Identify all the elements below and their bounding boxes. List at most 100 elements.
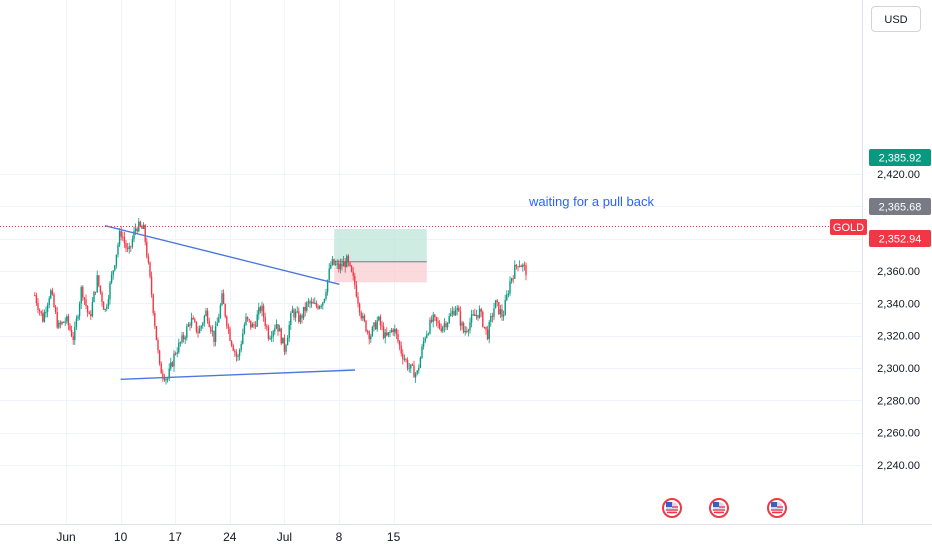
candle-body [272,331,274,337]
candle-body [34,295,36,297]
candle-body [478,308,481,318]
candle-body [107,299,110,307]
candle-body [502,315,505,317]
y-tick-label: 2,320.00 [877,331,920,343]
candle-body [259,307,262,312]
y-tick-label: 2,300.00 [877,363,920,375]
candle-body [461,322,463,326]
candle-body [301,315,303,319]
candle-body [382,326,385,338]
candle-body [333,258,335,265]
candle-body [139,221,142,227]
candle-body [230,340,233,346]
loss-zone[interactable] [334,261,427,283]
candle-body [80,287,82,304]
candle-body [459,311,462,326]
candle-body [485,326,487,330]
candle-body [354,275,356,286]
candle-body [130,246,132,248]
candle-body [347,255,350,263]
candle-body [70,329,73,337]
annotation-text[interactable]: waiting for a pull back [528,194,655,209]
trendline-layer[interactable] [104,224,356,381]
candle-body [334,264,337,266]
candle-body [466,330,468,332]
candle-body [269,338,271,340]
candle-body [128,246,130,250]
candle-body [142,225,145,229]
y-tick-label: 2,420.00 [877,169,920,181]
candlestick-series [34,217,527,385]
candle-body [418,367,420,371]
candle-body [298,311,300,322]
candle-body [376,320,378,330]
candle-body [518,265,521,267]
candle-body [109,282,111,300]
candle-body [517,266,519,268]
candle-body [238,349,241,356]
candle-body [362,315,364,319]
candle-body [270,336,273,339]
candle-body [315,302,318,307]
candle-body [101,292,103,302]
us-flag-event-icon[interactable] [767,498,787,518]
candle-body [184,337,186,340]
candle-body [227,326,230,329]
event-icons[interactable] [662,498,787,518]
candle-body [53,294,55,307]
currency-selector-button[interactable]: USD [871,6,921,32]
profit-zone[interactable] [334,229,427,262]
candle-body [190,317,193,326]
candle-body [176,352,178,354]
candle-body [213,330,215,342]
candle-body [525,265,527,276]
candle-body [149,262,151,277]
candle-body [234,350,236,353]
candle-body [482,311,484,327]
candle-body [474,314,476,317]
candle-body [194,319,196,322]
candle-body [50,290,52,299]
candle-body [158,350,161,364]
candle-body [198,328,201,334]
candle-body [318,306,321,309]
candle-body [112,270,114,275]
candle-body [133,231,135,240]
candle-body [306,302,308,311]
us-flag-event-icon[interactable] [662,498,682,518]
candle-body [357,296,359,304]
candle-body [83,297,86,300]
y-tick-label: 2,340.00 [877,298,920,310]
candle-body [141,226,143,229]
candle-body [470,314,473,323]
time-axis[interactable]: Jun 10 17 24 Jul 8 15 [56,530,400,544]
candle-body [421,346,423,358]
trendline[interactable] [120,369,356,381]
candle-body [435,317,438,322]
candle-body [349,262,351,266]
candle-body [494,300,497,309]
us-flag-event-icon[interactable] [709,498,729,518]
position-zones[interactable] [334,229,427,283]
trendline[interactable] [104,224,340,285]
candle-body [206,310,209,322]
candle-body [520,265,522,268]
candle-body [248,319,250,321]
candle-body [386,332,388,336]
candle-body [350,265,353,272]
candle-body [56,312,58,328]
candle-body [165,379,167,381]
candle-body [242,333,244,345]
candle-body [523,264,526,266]
x-tick-label: 8 [336,530,343,544]
x-tick-label: 15 [387,530,401,544]
candle-body [258,307,260,315]
candle-body [45,311,47,313]
candle-body [181,335,183,343]
candle-body [262,305,265,318]
candle-body [398,341,401,346]
candle-body [363,315,366,321]
candle-body [69,325,71,330]
candle-body [226,316,228,327]
